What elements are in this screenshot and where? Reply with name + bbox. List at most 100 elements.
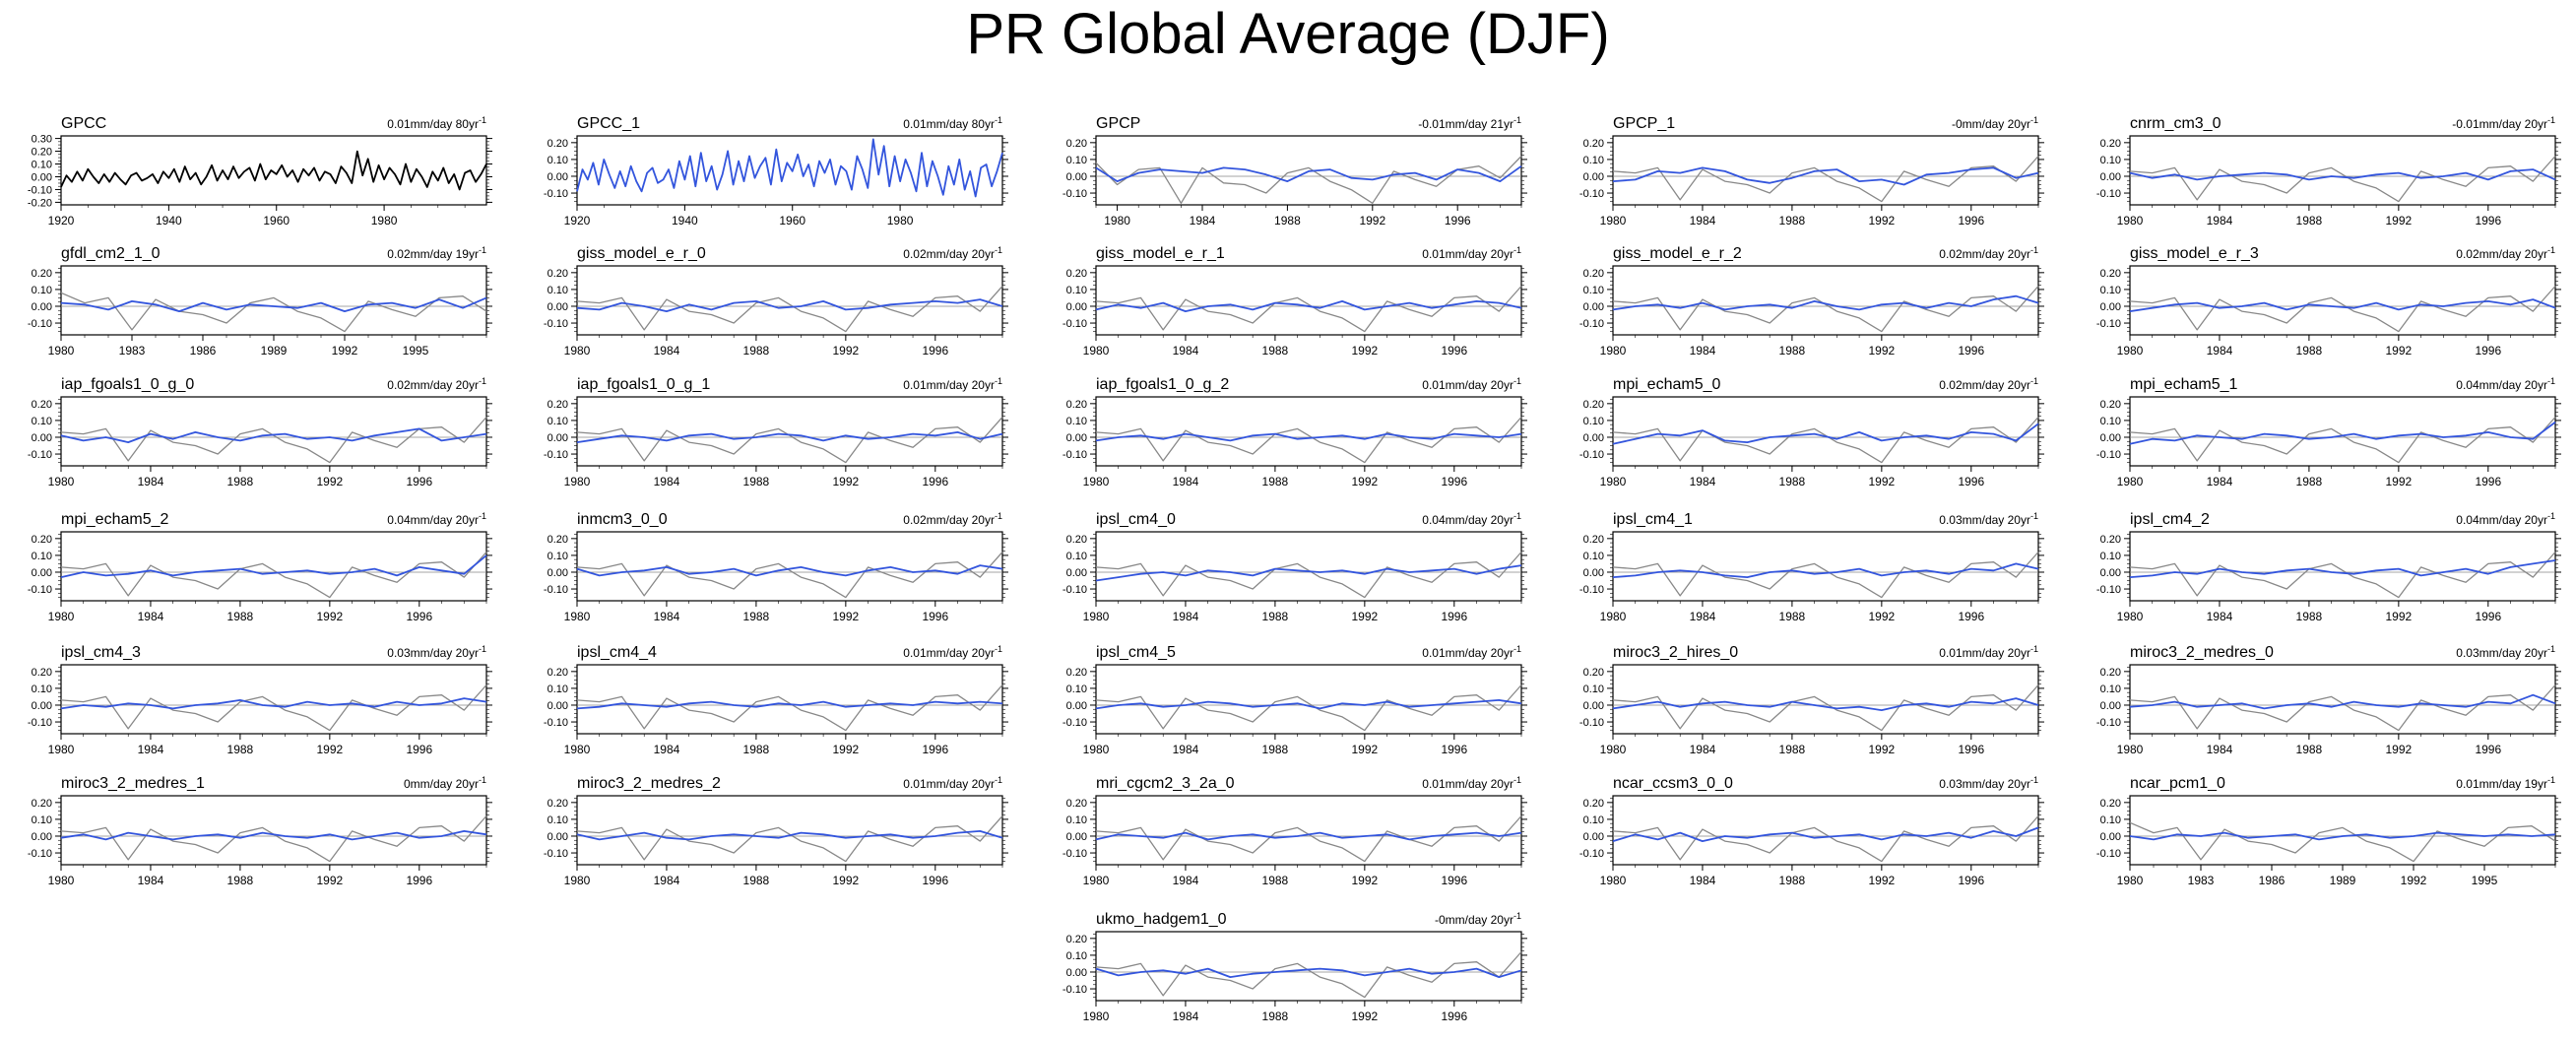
x-tick-label: 1988 bbox=[1262, 610, 1289, 623]
y-tick-label: -0.10 bbox=[544, 717, 568, 729]
x-tick-label: 1996 bbox=[922, 610, 948, 623]
trend-superscript: -1 bbox=[2547, 245, 2555, 255]
y-tick-label: 0.20 bbox=[547, 667, 568, 679]
x-tick-label: 1986 bbox=[2259, 874, 2286, 887]
panel-trend: -0.01mm/day 21yr-1 bbox=[1418, 115, 1521, 131]
x-tick-label: 1988 bbox=[1779, 874, 1806, 887]
panel-title: ipsl_cm4_5 bbox=[1096, 644, 1176, 661]
x-tick-label: 1992 bbox=[832, 475, 859, 488]
y-tick-label: 0.10 bbox=[547, 814, 568, 826]
y-tick-label: 0.20 bbox=[547, 534, 568, 546]
y-tick-label: 0.20 bbox=[2100, 399, 2121, 411]
y-tick-label: 0.20 bbox=[32, 147, 52, 159]
y-tick-label: -0.10 bbox=[28, 318, 52, 330]
x-tick-label: 1992 bbox=[1868, 475, 1895, 488]
panel-ipsl_cm4_3: 0.20 0.10 0.00 -0.10 1980 1984 1988 1992 1996 ips… bbox=[28, 644, 492, 756]
trend-superscript: -1 bbox=[1513, 115, 1521, 125]
series-line-iap_fgoals1_0_g_1 bbox=[576, 430, 1003, 443]
y-tick-label: 0.00 bbox=[1066, 700, 1087, 712]
panel-trend: 0.04mm/day 20yr-1 bbox=[387, 511, 486, 527]
y-tick-label: 0.20 bbox=[2100, 138, 2121, 150]
x-tick-label: 1984 bbox=[654, 874, 680, 887]
y-tick-label: 0.10 bbox=[1066, 950, 1087, 962]
y-tick-label: 0.10 bbox=[1583, 416, 1604, 427]
trend-value: 0.02mm/day 20yr bbox=[1939, 247, 2030, 261]
y-tick-label: 0.00 bbox=[1583, 171, 1604, 183]
plot-frame bbox=[576, 795, 1003, 866]
series-line-ukmo_hadgem1_0 bbox=[1095, 967, 1522, 978]
panel-trend: 0.02mm/day 20yr-1 bbox=[1939, 376, 2038, 392]
x-tick-label: 1980 bbox=[2117, 610, 2144, 623]
series-line-giss_model_e_r_2 bbox=[1612, 294, 2039, 311]
plot-frame bbox=[1095, 396, 1522, 467]
x-tick-label: 1992 bbox=[1868, 344, 1895, 358]
reference-series-line bbox=[1612, 684, 2039, 732]
plot-frame bbox=[60, 795, 487, 866]
plot-frame bbox=[60, 265, 487, 336]
plot-frame bbox=[1612, 396, 2039, 467]
x-tick-label: 1992 bbox=[2401, 874, 2427, 887]
x-tick-label: 1996 bbox=[1441, 1009, 1467, 1023]
y-tick-label: 0.20 bbox=[547, 399, 568, 411]
x-tick-label: 1988 bbox=[227, 475, 254, 488]
y-tick-label: 0.00 bbox=[1583, 700, 1604, 712]
y-tick-label: 0.00 bbox=[32, 700, 52, 712]
x-tick-label: 1980 bbox=[371, 214, 398, 228]
reference-series-line bbox=[1612, 417, 2039, 464]
reference-series-line bbox=[1612, 286, 2039, 333]
reference-series-line bbox=[60, 684, 487, 732]
plot-frame bbox=[60, 135, 487, 206]
x-tick-label: 1992 bbox=[1868, 743, 1895, 756]
x-tick-label: 1992 bbox=[832, 610, 859, 623]
x-tick-label: 1992 bbox=[2385, 610, 2412, 623]
reference-series-line bbox=[1612, 552, 2039, 599]
x-tick-label: 1980 bbox=[564, 874, 591, 887]
y-tick-label: 0.00 bbox=[547, 301, 568, 313]
panel-title: GPCP bbox=[1096, 115, 1140, 132]
y-tick-label: 0.20 bbox=[1066, 667, 1087, 679]
trend-superscript: -1 bbox=[479, 115, 486, 125]
y-tick-label: -0.10 bbox=[544, 318, 568, 330]
x-tick-label: 1984 bbox=[1173, 475, 1199, 488]
x-tick-label: 1996 bbox=[1441, 743, 1467, 756]
panel-title: ipsl_cm4_4 bbox=[577, 644, 657, 661]
x-tick-label: 1996 bbox=[922, 344, 948, 358]
panel-trend: 0.01mm/day 20yr-1 bbox=[1422, 245, 1521, 261]
x-tick-label: 1984 bbox=[654, 610, 680, 623]
trend-superscript: -1 bbox=[2547, 775, 2555, 785]
x-tick-label: 1992 bbox=[316, 610, 343, 623]
panel-ukmo_hadgem1_0: 0.20 0.10 0.00 -0.10 1980 1984 1988 1992 1996 ukm… bbox=[1063, 911, 1527, 1023]
panel-title: giss_model_e_r_1 bbox=[1096, 245, 1225, 262]
x-tick-label: 1980 bbox=[2117, 874, 2144, 887]
x-tick-label: 1984 bbox=[1173, 610, 1199, 623]
page-title: PR Global Average (DJF) bbox=[966, 2, 1610, 66]
x-tick-label: 1992 bbox=[1351, 1009, 1378, 1023]
panel-iap_fgoals1_0_g_0: 0.20 0.10 0.00 -0.10 1980 1984 1988 1992 1996 iap… bbox=[28, 376, 492, 488]
x-tick-label: 1984 bbox=[2207, 214, 2233, 228]
x-tick-label: 1980 bbox=[1083, 344, 1110, 358]
reference-series-line bbox=[2129, 286, 2556, 333]
x-tick-label: 1996 bbox=[2475, 214, 2501, 228]
x-tick-label: 1980 bbox=[1600, 874, 1627, 887]
y-tick-label: -0.10 bbox=[2096, 848, 2121, 860]
panel-title: giss_model_e_r_2 bbox=[1613, 245, 1742, 262]
y-tick-label: -0.10 bbox=[1063, 984, 1087, 996]
panel-trend: 0.04mm/day 20yr-1 bbox=[2456, 511, 2555, 527]
trend-value: 0.01mm/day 20yr bbox=[1422, 777, 1513, 791]
y-tick-label: 0.20 bbox=[1066, 268, 1087, 280]
x-tick-label: 1988 bbox=[1779, 610, 1806, 623]
x-tick-label: 1992 bbox=[832, 874, 859, 887]
x-tick-label: 1980 bbox=[48, 874, 75, 887]
plot-frame bbox=[1095, 795, 1522, 866]
trend-superscript: -1 bbox=[2547, 115, 2555, 125]
y-tick-label: -0.10 bbox=[1063, 188, 1087, 200]
reference-series-line bbox=[60, 815, 487, 863]
x-tick-label: 1984 bbox=[1690, 874, 1716, 887]
x-tick-label: 1988 bbox=[1262, 475, 1289, 488]
x-tick-label: 1989 bbox=[261, 344, 288, 358]
x-tick-label: 1992 bbox=[2385, 743, 2412, 756]
trend-value: 0.03mm/day 20yr bbox=[1939, 513, 2030, 527]
panel-mpi_echam5_1: 0.20 0.10 0.00 -0.10 1980 1984 1988 1992 1996 mpi… bbox=[2096, 376, 2561, 488]
x-tick-label: 1992 bbox=[332, 344, 358, 358]
